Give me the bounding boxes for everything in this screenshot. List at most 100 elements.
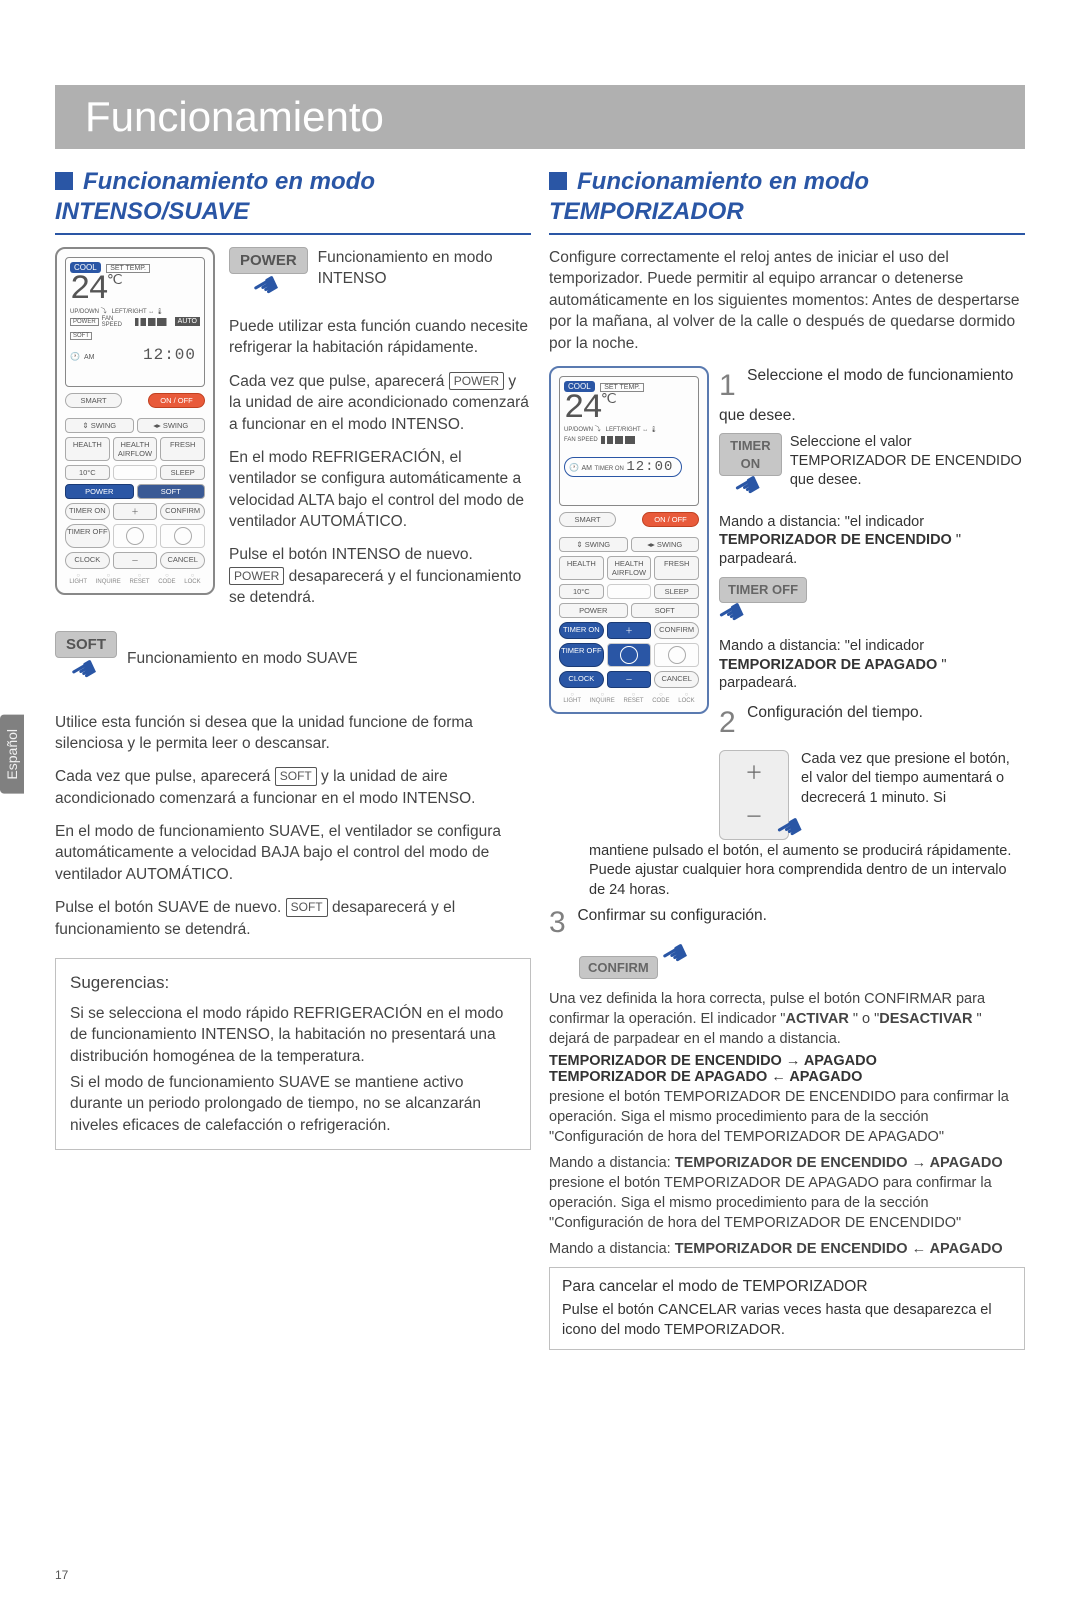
conf-p2: presione el botón TEMPORIZADOR DE ENCEND…: [549, 1087, 1025, 1147]
remote-swing-v: ⇕ SWING: [65, 418, 134, 433]
r2-health: HEALTH: [559, 556, 604, 580]
r2-onoff: ON / OFF: [642, 512, 699, 527]
step1-num: 1: [719, 366, 743, 407]
remote-cancel-btn: CANCEL: [160, 552, 205, 569]
r2-am: AM: [581, 465, 592, 472]
remote-power-btn: POWER: [65, 484, 134, 499]
r2-timeroff-btn: TIMER OFF: [559, 643, 604, 667]
conf-h1: TEMPORIZADOR DE ENCENDIDO → APAGADO: [549, 1053, 1025, 1069]
r2-smart: SMART: [559, 512, 616, 527]
language-tab: Español: [0, 715, 24, 794]
r2-power: POWER: [559, 603, 628, 618]
remote-timeroff-btn: TIMER OFF: [65, 524, 110, 548]
r2-fan: FAN SPEED: [564, 437, 598, 443]
conf-p4: Mando a distancia: TEMPORIZADOR DE ENCEN…: [549, 1239, 1025, 1259]
remote-am: AM: [84, 354, 95, 361]
power-p1: Puede utilizar esta función cuando neces…: [229, 316, 531, 359]
right-intro: Configure correctamente el reloj antes d…: [549, 247, 1025, 354]
remote-10c: 10°C: [65, 465, 110, 480]
r2-swingv: ⇕ SWING: [559, 537, 628, 552]
step1-sub: Seleccione el valor TEMPORIZADOR DE ENCE…: [790, 433, 1025, 490]
soft-p2: Cada vez que pulse, aparecerá SOFT y la …: [55, 766, 531, 809]
step1-line2: Mando a distancia: "el indicador TEMPORI…: [719, 637, 1025, 694]
remote-tiny-light: LIGHT: [69, 573, 87, 585]
remote-clock: 12:00: [143, 346, 200, 364]
conf-h2: TEMPORIZADOR DE APAGADO ← APAGADO: [549, 1069, 1025, 1085]
right-heading: Funcionamiento en modo TEMPORIZADOR: [549, 159, 1025, 235]
conf-p3: Mando a distancia: TEMPORIZADOR DE ENCEN…: [549, 1153, 1025, 1233]
hand-icon: [662, 946, 692, 972]
tips-title: Sugerencias:: [70, 971, 516, 995]
soft-inline-chip: SOFT: [275, 767, 317, 786]
remote-soft-indicator: SOFT: [70, 332, 92, 340]
step1-line1: Mando a distancia: "el indicador TEMPORI…: [719, 513, 1025, 570]
remote-health-airflow: HEALTH AIRFLOW: [113, 437, 158, 461]
r2-t1: INQUIRE: [590, 692, 615, 704]
r2-soft: SOFT: [631, 603, 700, 618]
step3-text: Confirmar su configuración.: [577, 907, 767, 924]
soft-mode-title: Funcionamiento en modo SUAVE: [127, 648, 358, 669]
r2-temp: 24: [564, 390, 601, 428]
r2-confirm: CONFIRM: [654, 622, 699, 639]
r2-ha: HEALTH AIRFLOW: [607, 556, 652, 580]
remote-soft-btn: SOFT: [137, 484, 206, 499]
remote-auto-badge: AUTO: [175, 317, 200, 326]
r2-t2: RESET: [623, 692, 643, 704]
remote-timeron-btn: TIMER ON: [65, 503, 110, 520]
soft-p1: Utilice esta función si desea que la uni…: [55, 712, 531, 755]
remote-fresh: FRESH: [160, 437, 205, 461]
power-p4: Pulse el botón INTENSO de nuevo. POWER d…: [229, 544, 531, 608]
conf-p1: Una vez definida la hora correcta, pulse…: [549, 989, 1025, 1049]
cancel-text: Pulse el botón CANCELAR varias veces has…: [562, 1300, 1012, 1341]
r2-clock-btn: CLOCK: [559, 671, 604, 688]
remote-illustration-left: COOL SET TEMP. 24℃ UP/DOWN ⤵ LEFT/RIGHT …: [55, 247, 215, 595]
remote-tiny-lock: LOCK: [184, 573, 200, 585]
remote-sleep: SLEEP: [160, 465, 205, 480]
r2-t3: CODE: [652, 692, 669, 704]
left-column: Funcionamiento en modo INTENSO/SUAVE COO…: [55, 159, 531, 1350]
cancel-title: Para cancelar el modo de TEMPORIZADOR: [562, 1276, 1012, 1298]
page-title: Funcionamiento: [55, 85, 1025, 149]
hand-icon: [71, 662, 101, 688]
step3-num: 3: [549, 906, 573, 940]
hand-icon: [777, 818, 807, 844]
power-mode-title: Funcionamiento en modo INTENSO: [318, 247, 531, 290]
step1-text: Seleccione el modo de funcionamiento que…: [719, 367, 1013, 425]
left-heading: Funcionamiento en modo INTENSO/SUAVE: [55, 159, 531, 235]
power-inline-chip2: POWER: [229, 567, 284, 586]
page-number: 17: [55, 1568, 68, 1582]
soft-inline-chip2: SOFT: [286, 898, 328, 917]
cancel-box: Para cancelar el modo de TEMPORIZADOR Pu…: [549, 1267, 1025, 1349]
remote-confirm-btn: CONFIRM: [160, 503, 205, 520]
confirm-badge: CONFIRM: [579, 956, 658, 979]
tips-box: Sugerencias: Si se selecciona el modo rá…: [55, 958, 531, 1150]
tips-p1: Si se selecciona el modo rápido REFRIGER…: [70, 1003, 516, 1068]
r2-timeron-btn: TIMER ON: [559, 622, 604, 639]
remote-fan-label: FAN SPEED: [102, 316, 133, 328]
remote-illustration-right: COOL SET TEMP. 24℃ UP/DOWN ⤵ LEFT/RIGHT …: [549, 366, 709, 714]
remote-smart-btn: SMART: [65, 393, 122, 408]
step2-text: Configuración del tiempo.: [747, 704, 923, 721]
remote-temp: 24: [70, 271, 107, 309]
power-inline-chip: POWER: [449, 372, 504, 391]
r2-sleep: SLEEP: [654, 584, 699, 599]
remote-settemp: SET TEMP.: [106, 264, 150, 273]
power-p2: Cada vez que pulse, aparecerá POWER y la…: [229, 371, 531, 435]
r2-swingh: ◂▸ SWING: [631, 537, 700, 552]
remote-power-indicator: POWER: [70, 318, 99, 326]
remote-swing-h: ◂▸ SWING: [137, 418, 206, 433]
hand-icon: [253, 278, 283, 304]
r2-settemp: SET TEMP.: [600, 383, 644, 392]
soft-p4: Pulse el botón SUAVE de nuevo. SOFT desa…: [55, 897, 531, 940]
soft-p3: En el modo de funcionamiento SUAVE, el v…: [55, 821, 531, 885]
remote-health: HEALTH: [65, 437, 110, 461]
r2-cancel: CANCEL: [654, 671, 699, 688]
power-p3: En el modo REFRIGERACIÓN, el ventilador …: [229, 447, 531, 533]
remote-tiny-reset: RESET: [129, 573, 149, 585]
hand-icon: [719, 603, 749, 629]
hand-icon: [735, 476, 765, 502]
remote-tiny-inquire: INQUIRE: [96, 573, 121, 585]
step2-num: 2: [719, 703, 743, 744]
remote-tiny-code: CODE: [158, 573, 175, 585]
remote-onoff-btn: ON / OFF: [148, 393, 205, 408]
